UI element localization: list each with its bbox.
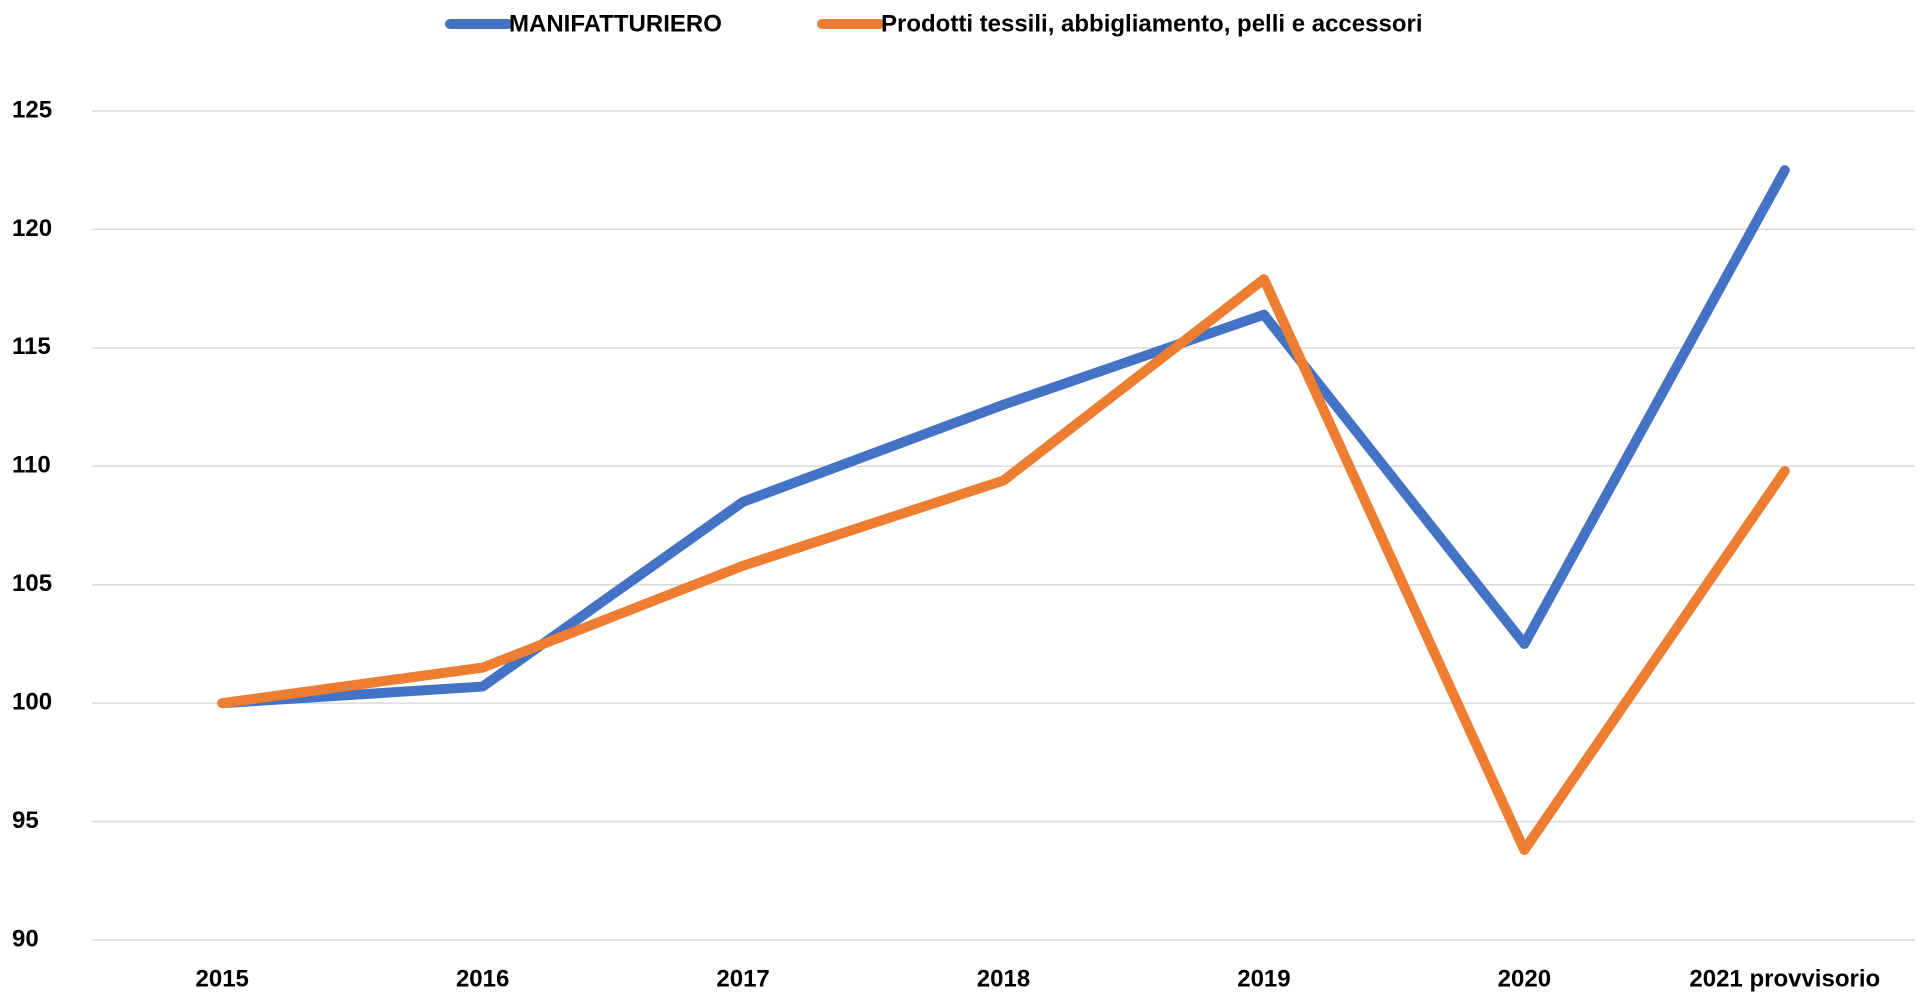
y-tick-label: 110: [12, 452, 51, 479]
x-tick-label: 2017: [716, 965, 769, 992]
x-tick-label: 2015: [196, 965, 249, 992]
legend-label: MANIFATTURIERO: [509, 10, 722, 37]
y-tick-label: 100: [12, 688, 52, 715]
series-line: [217, 274, 1790, 855]
y-tick-label: 90: [12, 925, 39, 952]
y-tick-label: 120: [12, 215, 52, 242]
y-tick-label: 125: [12, 96, 52, 123]
x-tick-label: 2019: [1237, 965, 1290, 992]
x-tick-label: 2016: [456, 965, 509, 992]
legend-label: Prodotti tessili, abbigliamento, pelli e…: [881, 10, 1423, 37]
y-tick-label: 105: [12, 570, 52, 597]
x-tick-label: 2018: [977, 965, 1030, 992]
y-tick-label: 115: [12, 333, 51, 360]
x-tick-label: 2021 provvisorio: [1689, 965, 1880, 992]
series-line: [217, 165, 1790, 709]
y-tick-label: 95: [12, 807, 39, 834]
x-tick-label: 2020: [1498, 965, 1551, 992]
